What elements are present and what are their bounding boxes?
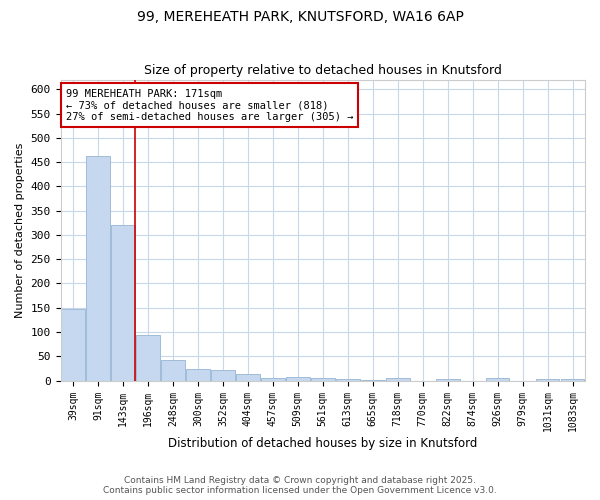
Y-axis label: Number of detached properties: Number of detached properties	[15, 142, 25, 318]
Bar	[386, 378, 410, 380]
Bar	[211, 370, 235, 380]
Bar	[286, 376, 310, 380]
Bar	[236, 374, 260, 380]
Bar	[436, 378, 460, 380]
Bar	[86, 156, 110, 380]
Text: 99 MEREHEATH PARK: 171sqm
← 73% of detached houses are smaller (818)
27% of semi: 99 MEREHEATH PARK: 171sqm ← 73% of detac…	[66, 88, 353, 122]
Bar	[311, 378, 335, 380]
Bar	[536, 378, 559, 380]
Bar	[111, 225, 135, 380]
Bar	[136, 335, 160, 380]
Title: Size of property relative to detached houses in Knutsford: Size of property relative to detached ho…	[144, 64, 502, 77]
Text: 99, MEREHEATH PARK, KNUTSFORD, WA16 6AP: 99, MEREHEATH PARK, KNUTSFORD, WA16 6AP	[137, 10, 463, 24]
Bar	[186, 369, 210, 380]
Bar	[486, 378, 509, 380]
Bar	[161, 360, 185, 380]
Bar	[560, 379, 584, 380]
Bar	[336, 379, 359, 380]
X-axis label: Distribution of detached houses by size in Knutsford: Distribution of detached houses by size …	[168, 437, 478, 450]
Bar	[261, 378, 284, 380]
Bar	[61, 308, 85, 380]
Text: Contains HM Land Registry data © Crown copyright and database right 2025.
Contai: Contains HM Land Registry data © Crown c…	[103, 476, 497, 495]
